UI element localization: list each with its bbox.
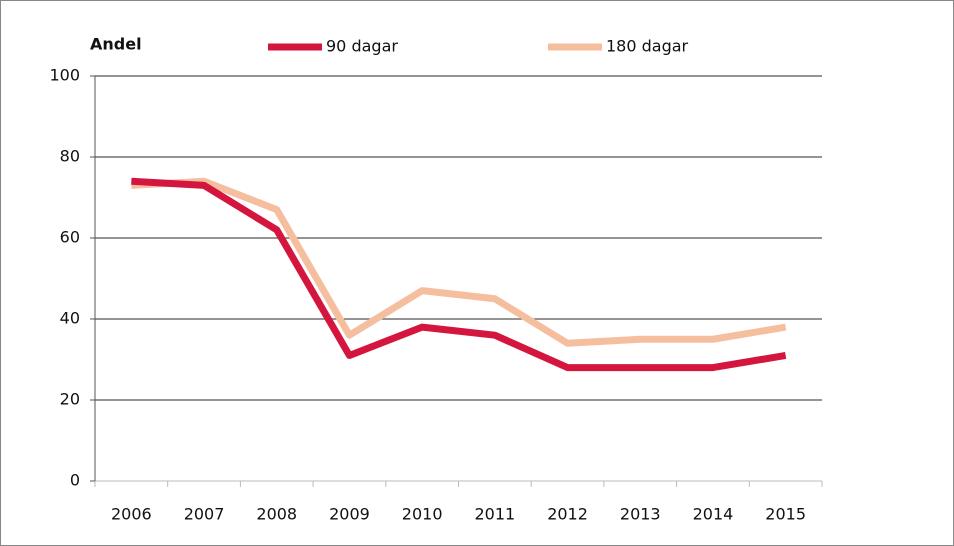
- x-tick-label: 2013: [620, 505, 661, 524]
- y-tick-label: 0: [70, 471, 80, 490]
- y-tick-label: 40: [60, 309, 80, 328]
- legend-label: 90 dagar: [326, 37, 398, 56]
- x-tick-label: 2011: [474, 505, 515, 524]
- x-tick-label: 2006: [111, 505, 152, 524]
- x-tick-label: 2010: [402, 505, 443, 524]
- x-tick-label: 2015: [765, 505, 806, 524]
- x-tick-label: 2008: [256, 505, 297, 524]
- y-tick-label: 60: [60, 228, 80, 247]
- y-tick-label: 100: [49, 66, 80, 85]
- x-tick-label: 2014: [693, 505, 734, 524]
- x-tick-label: 2012: [547, 505, 588, 524]
- series-line: [131, 177, 787, 347]
- legend-label: 180 dagar: [606, 37, 689, 56]
- x-tick-label: 2007: [184, 505, 225, 524]
- y-axis-label: Andel: [90, 35, 142, 54]
- series-line: [131, 177, 787, 372]
- x-tick-label: 2009: [329, 505, 370, 524]
- y-tick-label: 20: [60, 390, 80, 409]
- y-tick-label: 80: [60, 147, 80, 166]
